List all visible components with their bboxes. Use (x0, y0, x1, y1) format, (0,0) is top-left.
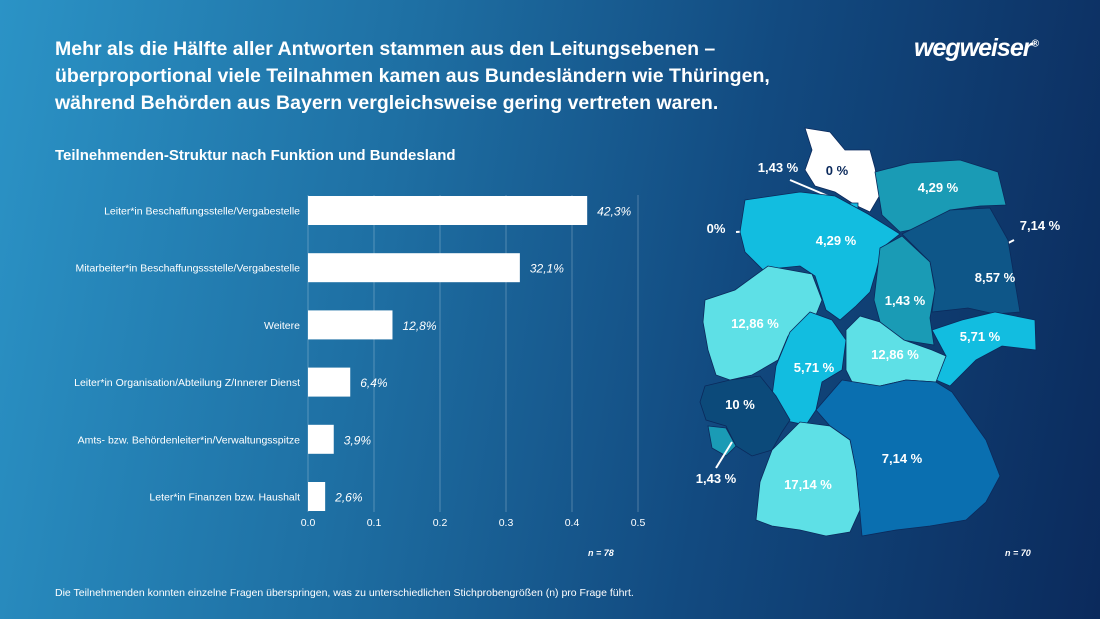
region-schleswig-holstein: 0 % (804, 127, 881, 213)
chart-subtitle: Teilnehmenden-Struktur nach Funktion und… (55, 147, 456, 164)
region-label: 1,43 % (758, 160, 799, 175)
region-label: 12,86 % (871, 347, 919, 362)
data-label: 2,6% (334, 491, 363, 505)
category-label: Leiter*in Organisation/Abteilung Z/Inner… (74, 377, 300, 389)
x-tick-label: 0.2 (433, 517, 448, 529)
region-saarland: 1,43 % (696, 425, 737, 486)
bar (308, 367, 351, 397)
region-rheinland-pfalz: 10 % (699, 375, 791, 457)
region-shape (874, 159, 1007, 233)
region-label: 5,71 % (960, 329, 1001, 344)
data-label: 3,9% (344, 433, 372, 447)
bar (308, 424, 334, 454)
region-label: 0 % (826, 163, 849, 178)
category-label: Leiter*in Beschaffungsstelle/Vergabestel… (104, 206, 300, 218)
region-label: 7,14 % (1020, 218, 1061, 233)
data-label: 6,4% (360, 376, 388, 390)
region-label: 0% (707, 221, 726, 236)
page-title: Mehr als die Hälfte aller Antworten stam… (55, 38, 770, 114)
region-label: 10 % (725, 397, 755, 412)
data-label: 42,3% (597, 205, 631, 219)
map-sample-size: n = 70 (1005, 548, 1031, 558)
region-label: 1,43 % (885, 293, 926, 308)
region-shape (739, 191, 901, 321)
region-label: 17,14 % (784, 477, 832, 492)
region-hessen: 5,71 % (771, 311, 847, 426)
x-tick-label: 0.3 (499, 517, 514, 529)
x-tick-label: 0.1 (367, 517, 382, 529)
category-label: Amts- bzw. Behördenleiter*in/Verwaltungs… (78, 434, 301, 446)
category-label: Mitarbeiter*in Beschaffungssstelle/Verga… (75, 263, 300, 275)
x-tick-label: 0.0 (301, 517, 316, 529)
region-baden-württemberg: 17,14 % (755, 421, 861, 537)
data-label: 12,8% (402, 319, 436, 333)
region-label: 7,14 % (882, 451, 923, 466)
x-tick-label: 0.4 (565, 517, 580, 529)
region-shape (755, 421, 861, 537)
logo: wegweiser® (914, 34, 1039, 62)
region-thüringen: 12,86 % (845, 315, 947, 391)
category-label: Leter*in Finanzen bzw. Haushalt (149, 492, 300, 504)
leader-line (715, 441, 733, 469)
region-niedersachsen: 4,29 % (739, 191, 901, 321)
region-shape (771, 311, 847, 426)
bar-sample-size: n = 78 (588, 548, 614, 558)
category-label: Weitere (264, 320, 300, 332)
data-label: 32,1% (530, 262, 564, 276)
x-tick-label: 0.5 (631, 517, 646, 529)
region-label: 4,29 % (816, 233, 857, 248)
region-shape (804, 127, 881, 213)
region-label: 12,86 % (731, 316, 779, 331)
bar (308, 310, 393, 340)
bar (308, 196, 588, 225)
region-shape (931, 311, 1037, 387)
footnote: Die Teilnehmenden konnten einzelne Frage… (55, 587, 634, 599)
region-sachsen: 5,71 % (931, 311, 1037, 387)
region-sachsen-anhalt: 1,43 % (873, 235, 936, 346)
region-label: 4,29 % (918, 180, 959, 195)
region-label: 5,71 % (794, 360, 835, 375)
region-label: 8,57 % (975, 270, 1016, 285)
bar (308, 253, 520, 283)
region-mecklenburg-vorpommern: 4,29 % (874, 159, 1007, 233)
region-label: 1,43 % (696, 471, 737, 486)
bar (308, 482, 326, 511)
region-shape (873, 235, 936, 346)
